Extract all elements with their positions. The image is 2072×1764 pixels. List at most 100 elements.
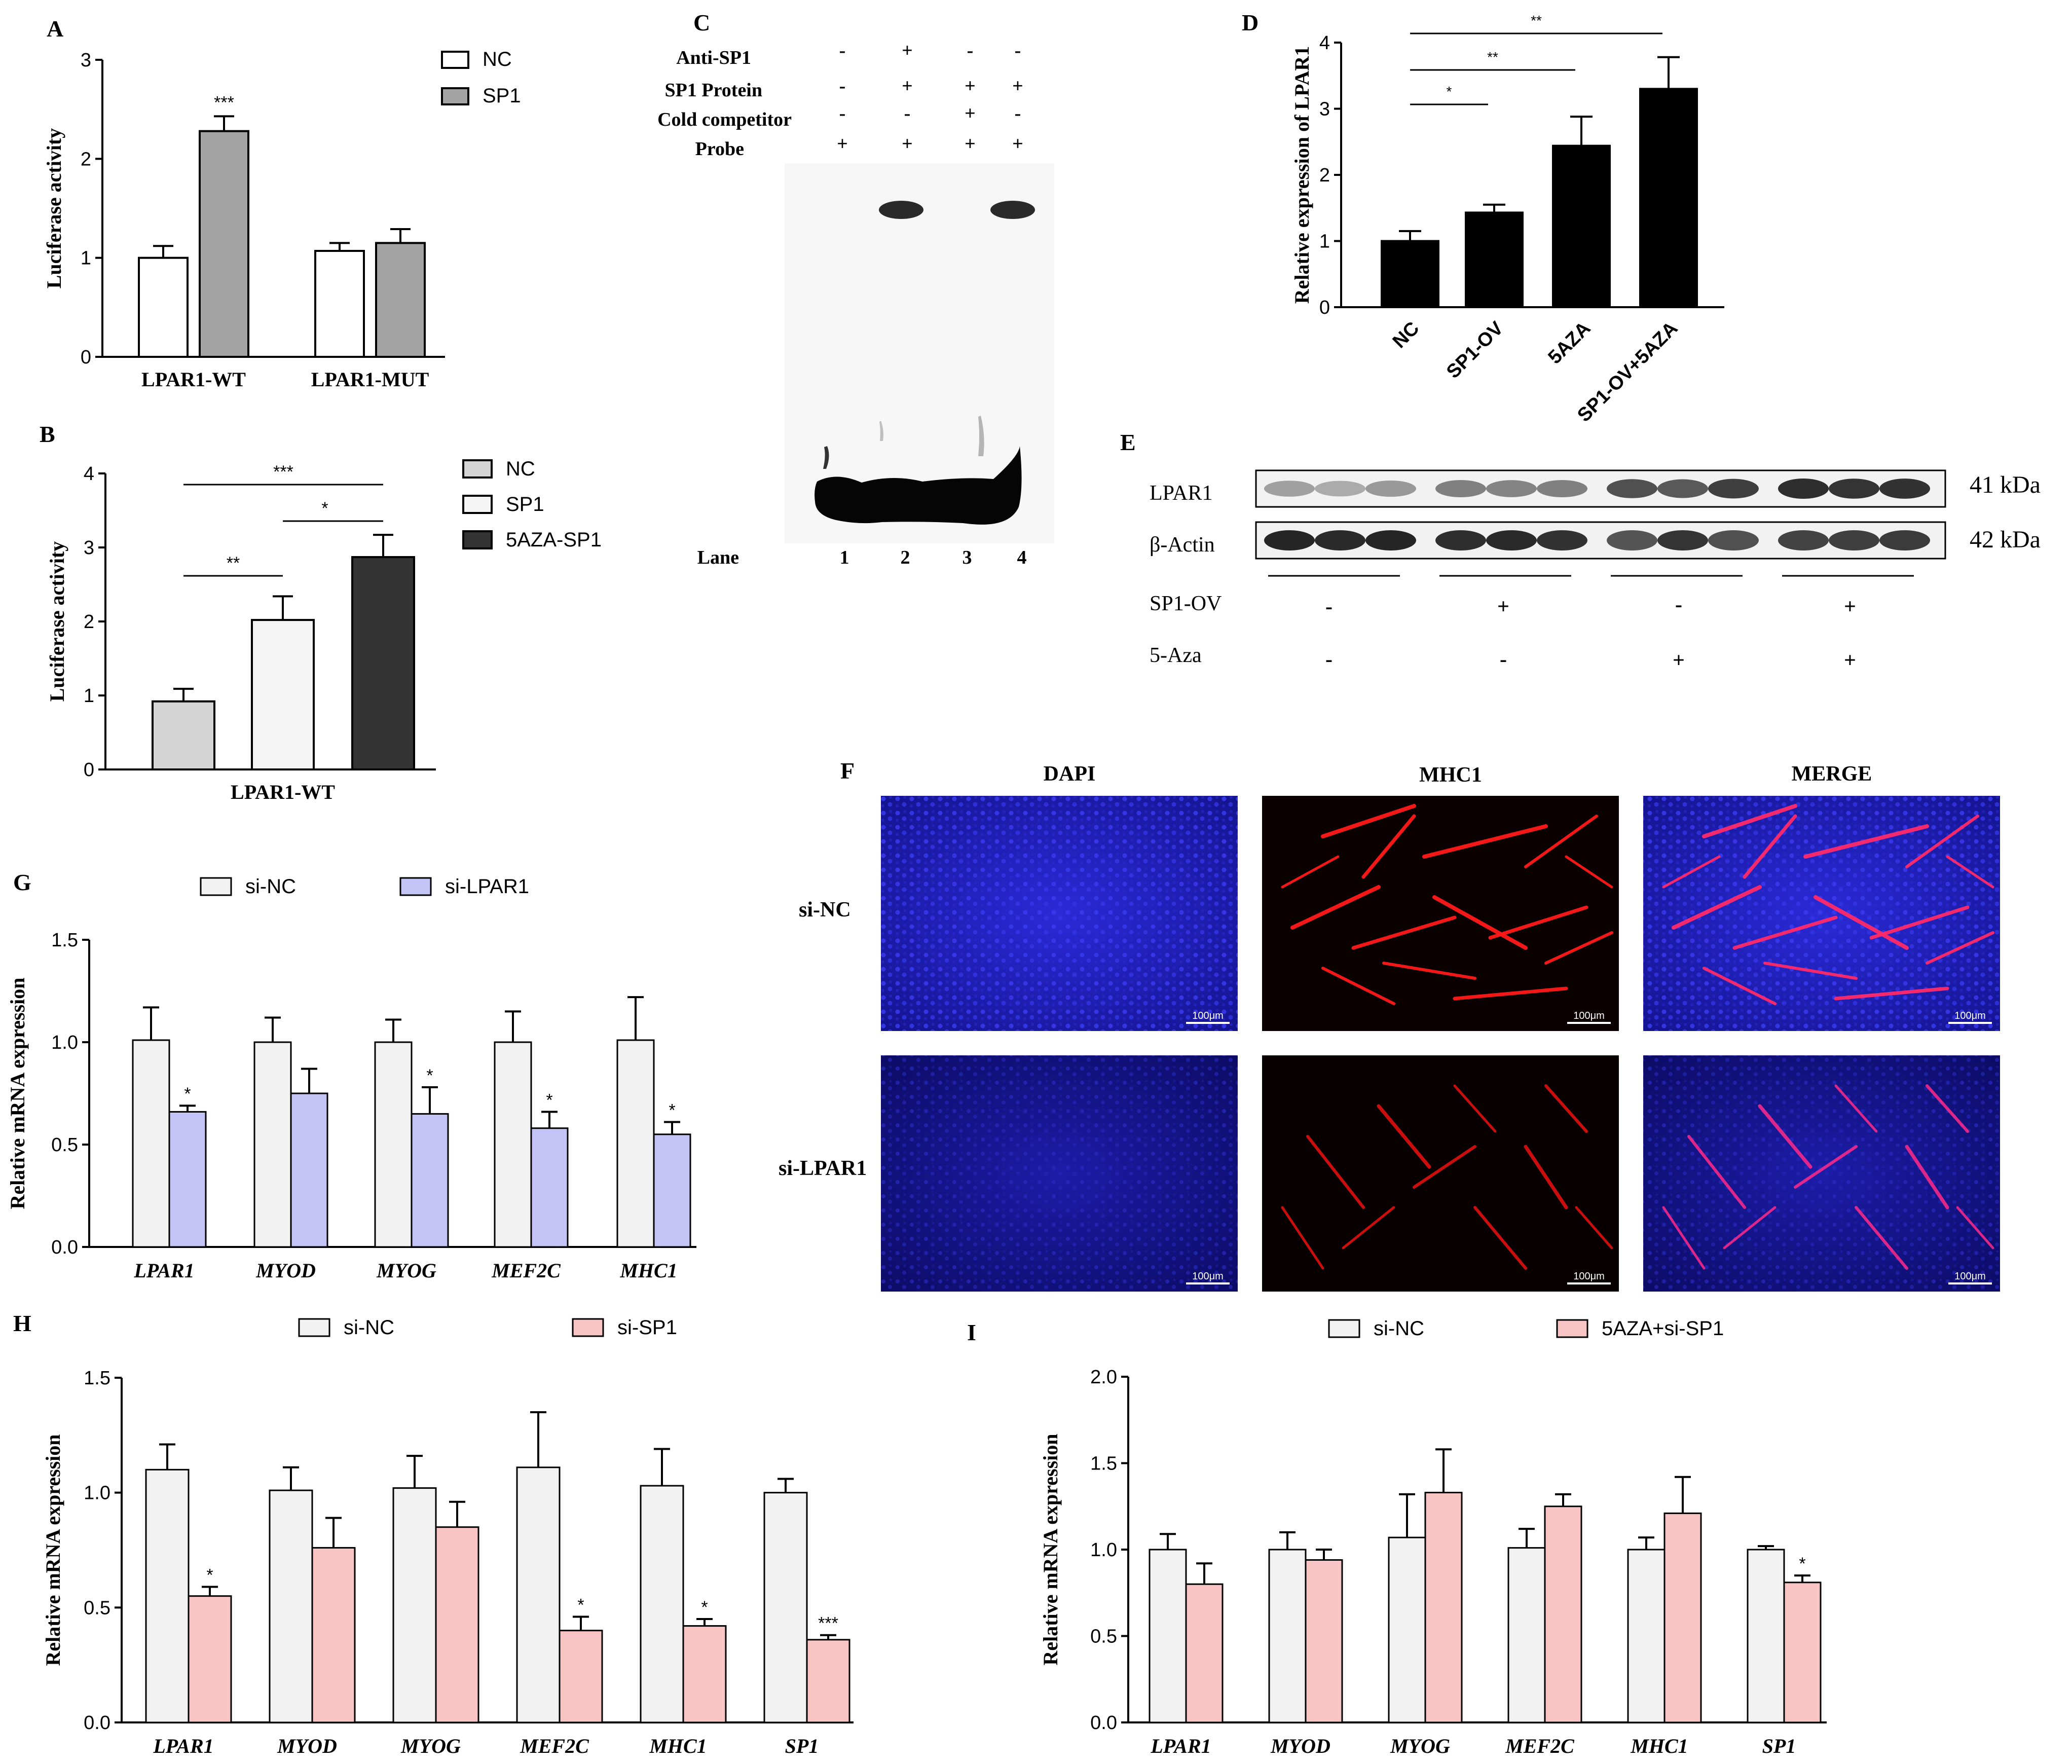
y-tick-label: 0.5	[51, 1134, 78, 1156]
significance-marker: *	[184, 1084, 191, 1104]
legend-label: si-SP1	[617, 1316, 677, 1339]
emsa-smear-lane-2	[879, 421, 883, 441]
image-dapi-si-lpar1-nuclei	[881, 1055, 1238, 1292]
emsa-sign: +	[837, 133, 848, 155]
blot-band	[1315, 530, 1365, 550]
immuno-row-si-lpar1: si-LPAR1	[779, 1157, 867, 1180]
myotube	[1306, 1135, 1365, 1209]
scale-bar: 100μm	[1186, 1271, 1230, 1284]
x-category-label: LPAR1-MUT	[311, 368, 429, 391]
emsa-label-cold-competitor: Cold competitor	[657, 109, 792, 130]
myotube	[1321, 967, 1395, 1005]
bar	[616, 1039, 655, 1248]
x-category-label: SP1	[785, 1735, 819, 1757]
blot-sign: -	[1675, 593, 1682, 616]
blot-size-actin: 42 kDa	[1970, 526, 2041, 553]
legend-label: NC	[506, 458, 535, 480]
significance-marker: **	[1487, 49, 1498, 65]
bar	[314, 249, 365, 358]
emsa-lane-label: Lane	[697, 547, 739, 568]
scale-bar: 100μm	[1948, 1010, 1992, 1024]
bar	[392, 1487, 437, 1723]
panel-letter-c: C	[693, 10, 710, 35]
legend-swatch	[200, 877, 232, 896]
x-category-label: LPAR1-WT	[141, 368, 246, 391]
myotube	[1803, 824, 1929, 859]
y-tick-label: 1	[84, 685, 94, 707]
myotube	[1453, 1084, 1497, 1133]
legend-swatch	[462, 459, 493, 479]
bar	[1639, 88, 1698, 308]
y-tick-label: 0	[81, 347, 91, 368]
myotube	[1946, 855, 1994, 889]
blot-band	[1708, 479, 1759, 499]
legend-swatch	[441, 51, 469, 69]
legend-swatch	[1328, 1319, 1360, 1338]
blot-band	[1315, 481, 1365, 497]
bar	[311, 1547, 356, 1723]
panel-letter-e: E	[1120, 429, 1136, 455]
legend-label: si-LPAR1	[445, 875, 529, 898]
myotube	[1763, 962, 1858, 980]
myotube	[1321, 804, 1416, 838]
emsa-shift-band-lane-4	[990, 201, 1035, 219]
image-mhc1-si-lpar1	[1262, 1055, 1619, 1292]
panel-letter-b: B	[40, 421, 55, 447]
x-category-label: LPAR1	[153, 1735, 213, 1757]
emsa-lane-number: 1	[840, 547, 849, 568]
bar	[1544, 1505, 1582, 1723]
blot-band	[1435, 530, 1486, 550]
x-category-label: MHC1	[649, 1735, 707, 1757]
bar	[168, 1111, 207, 1248]
bar	[253, 1041, 292, 1248]
blot-sign: +	[1844, 595, 1856, 618]
chart-h: 0.0 0.5 1.0 1.5 Relative mRNA expression LPAR…	[42, 1316, 854, 1757]
blot-band	[1657, 479, 1708, 498]
bar	[1149, 1549, 1187, 1723]
blot-bands	[1264, 478, 1930, 550]
legend-swatch	[298, 1318, 330, 1337]
myotube	[1956, 1206, 1994, 1250]
bar	[1783, 1582, 1822, 1723]
y-axis-label: Relative mRNA expression	[42, 1435, 64, 1666]
x-category-label: LPAR1	[1150, 1735, 1211, 1757]
immuno-row-si-nc: si-NC	[799, 898, 851, 922]
y-tick-label: 2	[1319, 165, 1330, 186]
chart-d: 0 1 2 3 4 Relative expression of LPAR1 NC SP1-O…	[1290, 13, 1724, 426]
y-tick-label: 3	[81, 50, 91, 71]
image-dapi-si-nc-nuclei	[881, 796, 1238, 1031]
myotube	[1432, 895, 1528, 950]
significance-marker: ***	[214, 93, 234, 112]
bar	[152, 700, 215, 771]
scale-bar: 100μm	[1186, 1010, 1230, 1024]
emsa-sign: +	[965, 133, 976, 155]
blot-band	[1486, 480, 1537, 497]
bar	[132, 1039, 170, 1248]
emsa-sign: +	[1012, 133, 1023, 155]
y-tick-label: 1	[1319, 231, 1330, 252]
legend-swatch	[441, 87, 469, 105]
bar	[375, 242, 426, 358]
emsa-lane-number: 3	[963, 547, 972, 568]
y-tick-label: 0.0	[84, 1712, 110, 1734]
emsa-sign: -	[839, 103, 846, 124]
image-merge-si-lpar1-nuclei	[1643, 1055, 2000, 1292]
y-tick-label: 0.5	[84, 1597, 110, 1619]
x-category-label: LPAR1	[133, 1259, 194, 1282]
blot-sign: -	[1500, 648, 1507, 671]
chart-i: 0.0 0.5 1.0 1.5 2.0 Relative mRNA expression L…	[1039, 1317, 1827, 1757]
x-category-label: LPAR1-WT	[231, 781, 335, 803]
bar	[559, 1630, 603, 1723]
myotube	[1687, 1135, 1746, 1209]
emsa-label-anti-sp1: Anti-SP1	[676, 47, 751, 68]
blot-band	[1708, 530, 1759, 550]
scale-bar: 100μm	[1567, 1271, 1611, 1284]
bar	[1663, 1512, 1702, 1723]
significance-marker: *	[321, 499, 328, 518]
y-tick-label: 2.0	[1090, 1367, 1117, 1388]
emsa-label-sp1-protein: SP1 Protein	[665, 80, 762, 101]
emsa-sign: -	[1015, 103, 1021, 124]
myotubes-merge-si-nc	[1662, 804, 1994, 1005]
